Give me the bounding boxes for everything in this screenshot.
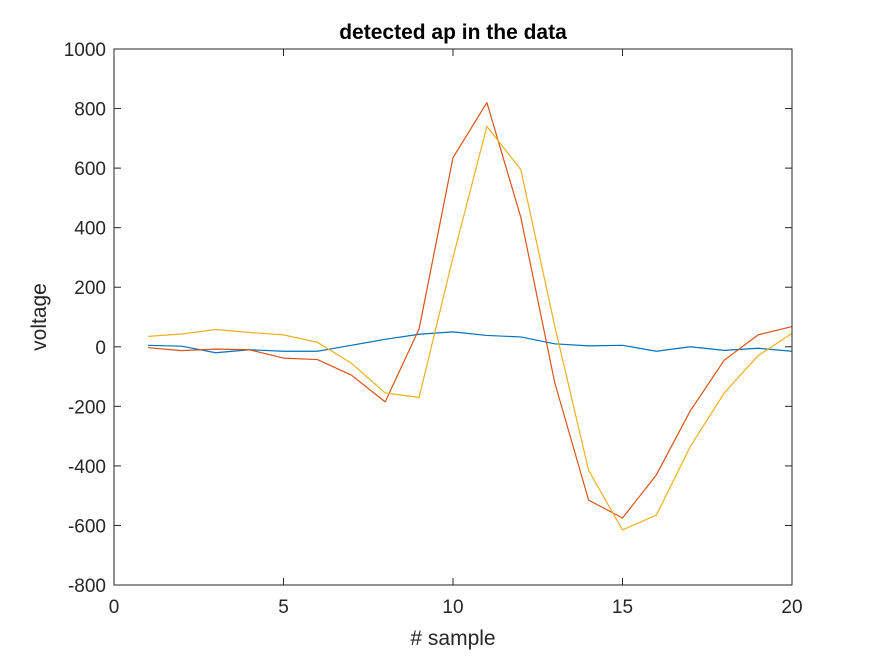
x-tick-label: 0 xyxy=(109,597,120,618)
y-tick-label: 800 xyxy=(74,100,106,121)
y-tick-label: -200 xyxy=(68,397,106,418)
chart-title: detected ap in the data xyxy=(339,21,567,44)
y-tick-label: -800 xyxy=(68,576,106,597)
x-axis-label: # sample xyxy=(410,627,495,650)
axes-layer: 0 5 10 15 20 -800 -600 -400 -200 0 200 400 600 800 100… xyxy=(64,40,803,618)
series-line-1 xyxy=(147,331,793,354)
x-tick-label: 20 xyxy=(781,597,802,618)
y-tick-label: 1000 xyxy=(64,40,106,61)
x-tick-label: 5 xyxy=(278,597,289,618)
plot-area xyxy=(114,49,792,585)
y-tick-label: 600 xyxy=(74,159,106,180)
series-line-3 xyxy=(147,125,793,531)
y-axis-label: voltage xyxy=(28,283,51,351)
series-line-2 xyxy=(147,101,793,519)
x-tick-label: 10 xyxy=(442,597,463,618)
y-tick-label: 400 xyxy=(74,219,106,240)
y-tick-label: 0 xyxy=(95,338,106,359)
y-tick-label: 200 xyxy=(74,278,106,299)
series-layer xyxy=(147,101,793,531)
x-tick-label: 15 xyxy=(612,597,633,618)
y-tick-label: -600 xyxy=(68,516,106,537)
y-tick-label: -400 xyxy=(68,457,106,478)
